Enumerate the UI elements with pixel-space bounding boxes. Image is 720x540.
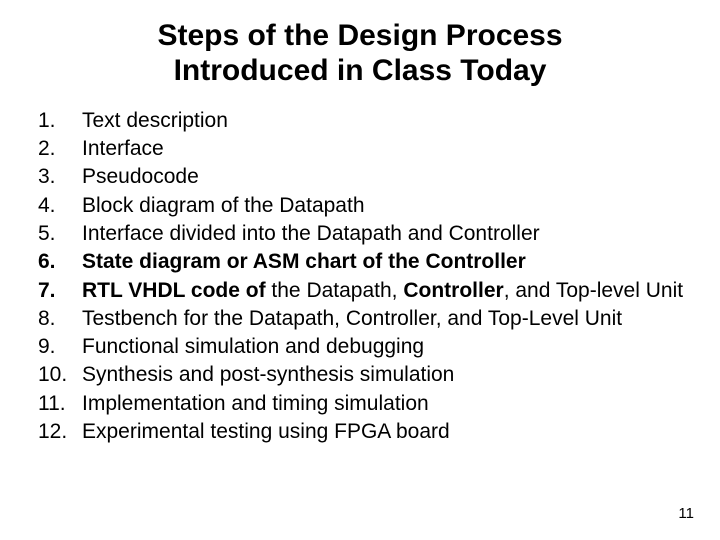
item-text: Experimental testing using FPGA board (82, 418, 692, 445)
item-number: 8. (38, 305, 82, 332)
list-item: 6.State diagram or ASM chart of the Cont… (38, 248, 692, 275)
item-number: 12. (38, 418, 82, 445)
item-number: 6. (38, 248, 82, 275)
item-text: Pseudocode (82, 163, 692, 190)
item-number: 9. (38, 333, 82, 360)
steps-list: 1.Text description2.Interface3.Pseudocod… (28, 107, 692, 446)
list-item: 1.Text description (38, 107, 692, 134)
item-text: Testbench for the Datapath, Controller, … (82, 305, 692, 332)
list-item: 2.Interface (38, 135, 692, 162)
list-item: 4.Block diagram of the Datapath (38, 192, 692, 219)
item-number: 7. (38, 277, 82, 304)
title-line-2: Introduced in Class Today (174, 54, 547, 87)
list-item: 3.Pseudocode (38, 163, 692, 190)
item-number: 5. (38, 220, 82, 247)
title-line-1: Steps of the Design Process (157, 19, 562, 52)
list-item: 12.Experimental testing using FPGA board (38, 418, 692, 445)
item-number: 11. (38, 390, 82, 417)
item-text: Synthesis and post-synthesis simulation (82, 361, 692, 388)
item-number: 4. (38, 192, 82, 219)
item-text: Interface divided into the Datapath and … (82, 220, 692, 247)
slide-title: Steps of the Design Process Introduced i… (28, 18, 692, 89)
item-text: State diagram or ASM chart of the Contro… (82, 248, 692, 275)
list-item: 5.Interface divided into the Datapath an… (38, 220, 692, 247)
item-text: Functional simulation and debugging (82, 333, 692, 360)
item-number: 3. (38, 163, 82, 190)
list-item: 8.Testbench for the Datapath, Controller… (38, 305, 692, 332)
list-item: 9.Functional simulation and debugging (38, 333, 692, 360)
list-item: 7.RTL VHDL code of the Datapath, Control… (38, 277, 692, 304)
list-item: 10.Synthesis and post-synthesis simulati… (38, 361, 692, 388)
item-text: Text description (82, 107, 692, 134)
item-text: Interface (82, 135, 692, 162)
item-number: 2. (38, 135, 82, 162)
page-number: 11 (678, 505, 694, 522)
item-number: 1. (38, 107, 82, 134)
item-text: Block diagram of the Datapath (82, 192, 692, 219)
slide: Steps of the Design Process Introduced i… (0, 0, 720, 540)
list-item: 11.Implementation and timing simulation (38, 390, 692, 417)
item-text: RTL VHDL code of the Datapath, Controlle… (82, 277, 692, 304)
item-text: Implementation and timing simulation (82, 390, 692, 417)
item-number: 10. (38, 361, 82, 388)
